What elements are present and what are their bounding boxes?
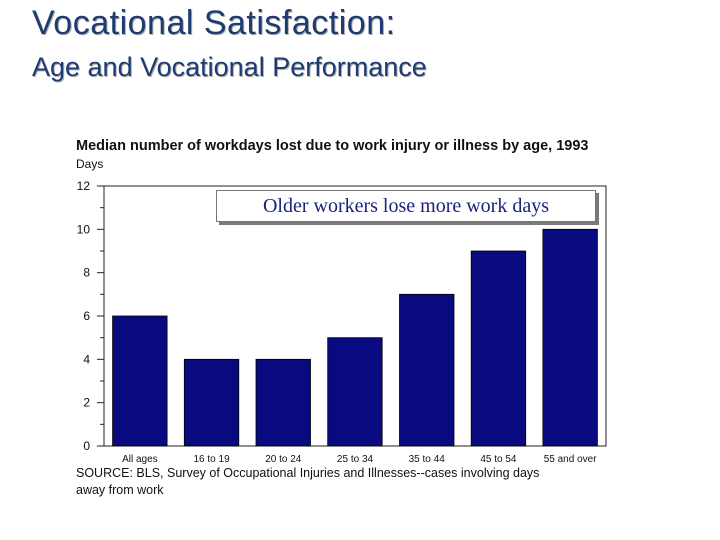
y-tick-label: 0 xyxy=(83,439,90,453)
x-tick-label: 20 to 24 xyxy=(265,454,302,465)
x-tick-label: All ages xyxy=(122,454,158,465)
x-axis: All ages 16 to 19 20 to 24 25 to 34 35 to 44… xyxy=(122,454,597,465)
bar-20-to-24 xyxy=(255,358,311,447)
y-axis: 0 2 4 6 8 10 12 xyxy=(77,179,104,453)
bar-45-to-54 xyxy=(470,250,527,447)
bar-55-and-over xyxy=(542,228,598,447)
y-axis-label: Days xyxy=(76,157,104,171)
bar-35-to-44 xyxy=(399,293,455,447)
y-tick-label: 12 xyxy=(77,179,91,193)
chart-source-note: SOURCE: BLS, Survey of Occupational Inju… xyxy=(76,466,540,497)
slide-title: Vocational Satisfaction: xyxy=(32,4,396,42)
bars xyxy=(112,228,598,447)
x-tick-label: 45 to 54 xyxy=(480,454,517,465)
y-tick-label: 6 xyxy=(83,309,90,323)
y-tick-label: 4 xyxy=(83,352,90,366)
y-tick-label: 8 xyxy=(83,266,90,280)
slide-subtitle: Age and Vocational Performance xyxy=(32,52,427,82)
bar-25-to-34 xyxy=(327,337,383,447)
bar-all-ages xyxy=(112,315,168,447)
x-tick-label: 25 to 34 xyxy=(337,454,374,465)
y-tick-label: 2 xyxy=(83,396,90,410)
y-tick-label: 10 xyxy=(77,222,91,236)
chart-title: Median number of workdays lost due to wo… xyxy=(76,138,589,154)
chart-annotation: Older workers lose more work days xyxy=(216,190,596,222)
bar-16-to-19 xyxy=(183,358,240,447)
x-tick-label: 16 to 19 xyxy=(193,454,230,465)
x-tick-label: 35 to 44 xyxy=(409,454,446,465)
x-tick-label: 55 and over xyxy=(544,454,597,465)
